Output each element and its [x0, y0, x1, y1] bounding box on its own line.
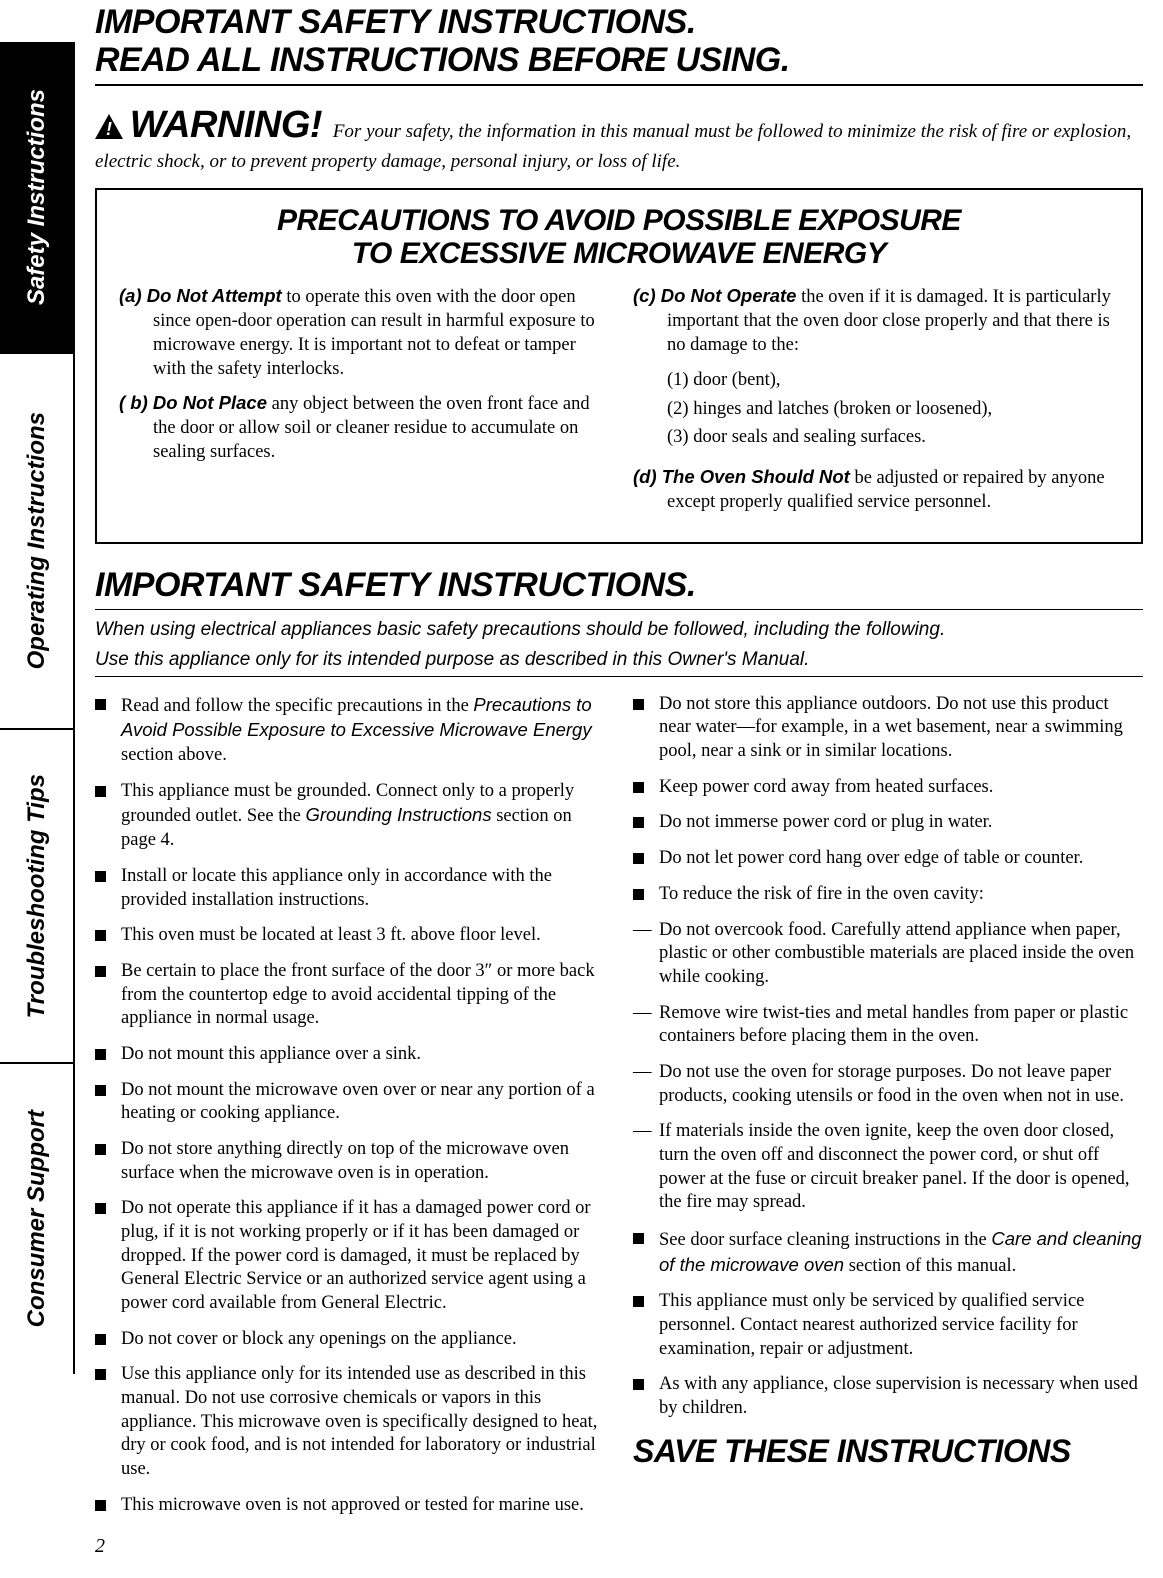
list-item: Be certain to place the front surface of…	[95, 960, 605, 1031]
tab-label: Safety Instructions	[23, 89, 51, 305]
list-emphasis: Grounding Instructions	[305, 804, 491, 825]
list-item: Install or locate this appliance only in…	[95, 865, 605, 912]
instructions-col-left: Read and follow the specific precautions…	[95, 685, 605, 1529]
tab-label: Consumer Support	[23, 1110, 51, 1327]
tab-operating-instructions[interactable]: Operating Instructions	[0, 352, 75, 728]
tab-label: Operating Instructions	[23, 412, 51, 669]
list-item: Read and follow the specific precautions…	[95, 693, 605, 768]
list-item: This oven must be located at least 3 ft.…	[95, 924, 605, 948]
fire-sublist: Do not overcook food. Carefully attend a…	[633, 919, 1143, 1215]
precautions-col-left: (a) Do Not Attempt to operate this oven …	[119, 284, 605, 525]
list-text: Read and follow the specific precautions…	[121, 696, 473, 716]
precaution-c-label: (c) Do Not Operate	[633, 285, 796, 306]
warning-word: WARNING!	[130, 104, 322, 146]
tab-label: Troubleshooting Tips	[23, 774, 51, 1018]
list-text: See door surface cleaning instructions i…	[659, 1230, 991, 1250]
divider	[95, 676, 1143, 677]
list-item: Use this appliance only for its intended…	[95, 1363, 605, 1481]
list-item: Do not let power cord hang over edge of …	[633, 847, 1143, 871]
tab-troubleshooting-tips[interactable]: Troubleshooting Tips	[0, 728, 75, 1062]
svg-text:!: !	[106, 119, 112, 139]
precautions-title: PRECAUTIONS TO AVOID POSSIBLE EXPOSURE T…	[119, 204, 1119, 270]
section-intro-line1: When using electrical appliances basic s…	[95, 618, 1143, 642]
precaution-d-label: (d) The Oven Should Not	[633, 466, 850, 487]
instructions-columns: Read and follow the specific precautions…	[95, 685, 1143, 1529]
list-item: Do not overcook food. Carefully attend a…	[633, 919, 1143, 990]
page: Safety Instructions Operating Instructio…	[0, 0, 1163, 1578]
section-intro-line2: Use this appliance only for its intended…	[95, 648, 1143, 672]
tab-consumer-support[interactable]: Consumer Support	[0, 1062, 75, 1374]
instructions-list-left: Read and follow the specific precautions…	[95, 693, 605, 1517]
tab-safety-instructions[interactable]: Safety Instructions	[0, 42, 75, 352]
side-tabs: Safety Instructions Operating Instructio…	[0, 0, 75, 1578]
precaution-a-label: (a) Do Not Attempt	[119, 285, 282, 306]
precaution-c: (c) Do Not Operate the oven if it is dam…	[633, 284, 1119, 357]
precaution-b: ( b) Do Not Place any object between the…	[119, 391, 605, 464]
list-item: Do not operate this appliance if it has …	[95, 1197, 605, 1315]
content-area: IMPORTANT SAFETY INSTRUCTIONS. READ ALL …	[75, 0, 1163, 1578]
list-item: Do not store this appliance outdoors. Do…	[633, 693, 1143, 764]
list-item: Do not cover or block any openings on th…	[95, 1328, 605, 1352]
precaution-b-label: ( b) Do Not Place	[119, 392, 267, 413]
list-item: This appliance must only be serviced by …	[633, 1290, 1143, 1361]
list-item: Remove wire twist-ties and metal handles…	[633, 1002, 1143, 1049]
list-text: section above.	[121, 745, 227, 765]
list-item: See door surface cleaning instructions i…	[633, 1227, 1143, 1278]
precaution-a: (a) Do Not Attempt to operate this oven …	[119, 284, 605, 381]
precautions-columns: (a) Do Not Attempt to operate this oven …	[119, 284, 1119, 525]
precaution-d: (d) The Oven Should Not be adjusted or r…	[633, 465, 1119, 514]
section-heading: IMPORTANT SAFETY INSTRUCTIONS.	[95, 566, 1143, 605]
list-item: Keep power cord away from heated surface…	[633, 776, 1143, 800]
divider	[95, 609, 1143, 610]
list-item: This microwave oven is not approved or t…	[95, 1494, 605, 1518]
precautions-title-line2: TO EXCESSIVE MICROWAVE ENERGY	[352, 237, 887, 270]
precaution-c-sub1: (1) door (bent),	[633, 367, 1119, 394]
instructions-list-right: Do not store this appliance outdoors. Do…	[633, 693, 1143, 907]
list-item: Do not store anything directly on top of…	[95, 1138, 605, 1185]
page-number: 2	[95, 1535, 1143, 1558]
warning-icon: !	[95, 114, 123, 139]
divider	[95, 84, 1143, 86]
save-instructions: SAVE THESE INSTRUCTIONS	[633, 1433, 1143, 1470]
list-item: Do not mount the microwave oven over or …	[95, 1079, 605, 1126]
page-title-line1: IMPORTANT SAFETY INSTRUCTIONS.	[95, 5, 1143, 41]
precaution-c-sub2: (2) hinges and latches (broken or loosen…	[633, 396, 1119, 423]
precautions-title-line1: PRECAUTIONS TO AVOID POSSIBLE EXPOSURE	[277, 204, 961, 237]
list-item: This appliance must be grounded. Connect…	[95, 780, 605, 853]
precautions-box: PRECAUTIONS TO AVOID POSSIBLE EXPOSURE T…	[95, 188, 1143, 545]
warning-block: ! WARNING! For your safety, the informat…	[95, 102, 1143, 173]
list-item: Do not use the oven for storage purposes…	[633, 1061, 1143, 1108]
precaution-c-sub3: (3) door seals and sealing surfaces.	[633, 424, 1119, 451]
precautions-col-right: (c) Do Not Operate the oven if it is dam…	[633, 284, 1119, 525]
list-item: Do not mount this appliance over a sink.	[95, 1043, 605, 1067]
page-title-line2: READ ALL INSTRUCTIONS BEFORE USING.	[95, 43, 1143, 79]
list-item: If materials inside the oven ignite, kee…	[633, 1120, 1143, 1215]
list-text: section of this manual.	[844, 1256, 1016, 1276]
list-item: As with any appliance, close supervision…	[633, 1373, 1143, 1420]
instructions-list-right-2: See door surface cleaning instructions i…	[633, 1227, 1143, 1421]
list-item: To reduce the risk of fire in the oven c…	[633, 883, 1143, 907]
instructions-col-right: Do not store this appliance outdoors. Do…	[633, 685, 1143, 1529]
list-item: Do not immerse power cord or plug in wat…	[633, 811, 1143, 835]
